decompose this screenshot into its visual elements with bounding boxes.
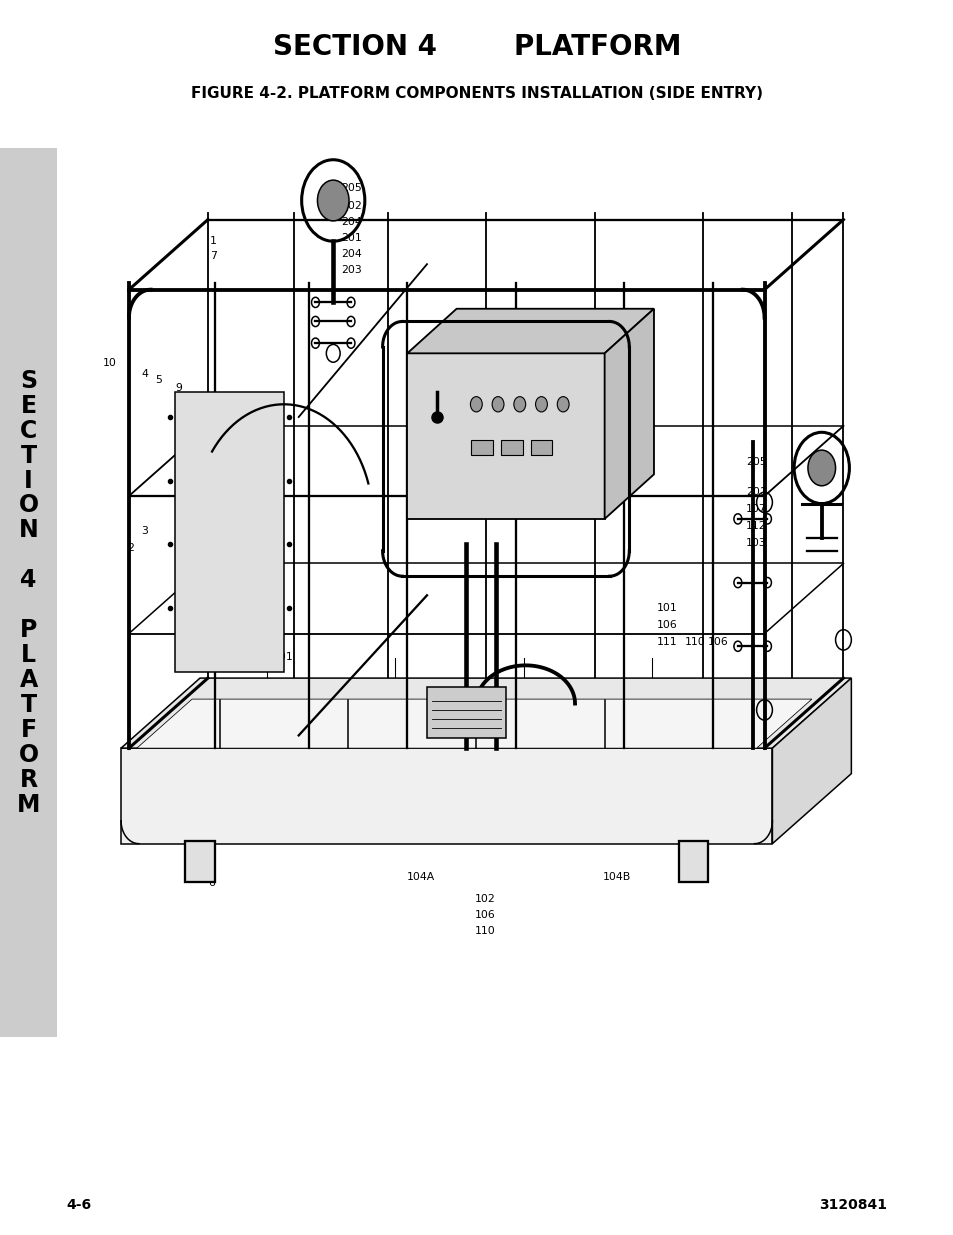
Polygon shape: [407, 353, 604, 519]
Circle shape: [492, 396, 503, 412]
Text: 110: 110: [475, 926, 496, 936]
Polygon shape: [772, 678, 850, 844]
Text: SECTION 4        PLATFORM: SECTION 4 PLATFORM: [273, 33, 680, 61]
Text: 105: 105: [570, 400, 591, 410]
Text: 201: 201: [745, 487, 766, 496]
Text: 204: 204: [341, 217, 362, 227]
Text: 6: 6: [208, 878, 214, 888]
Polygon shape: [604, 309, 654, 519]
Text: FIGURE 4-2. PLATFORM COMPONENTS INSTALLATION (SIDE ENTRY): FIGURE 4-2. PLATFORM COMPONENTS INSTALLA…: [191, 86, 762, 101]
Text: 205: 205: [745, 457, 766, 467]
Text: 106: 106: [656, 620, 677, 630]
Text: 109: 109: [562, 366, 583, 375]
Text: 1: 1: [210, 236, 216, 246]
Polygon shape: [175, 391, 284, 672]
Text: 101: 101: [656, 603, 677, 613]
Text: 3: 3: [141, 526, 148, 536]
Text: 110: 110: [684, 637, 705, 647]
Text: 104C: 104C: [419, 773, 448, 783]
Text: 107: 107: [745, 504, 766, 514]
Text: 9: 9: [243, 461, 250, 471]
Text: 104B: 104B: [602, 872, 631, 882]
Circle shape: [470, 396, 482, 412]
Text: 103: 103: [745, 538, 766, 548]
Text: 106: 106: [707, 637, 728, 647]
Circle shape: [535, 396, 547, 412]
Polygon shape: [136, 699, 811, 748]
Text: 7: 7: [210, 251, 216, 261]
Bar: [427, 687, 505, 739]
Bar: [185, 841, 214, 882]
Text: 5: 5: [155, 375, 162, 385]
Text: 113: 113: [562, 380, 583, 390]
Text: 111: 111: [656, 637, 677, 647]
Text: 301: 301: [272, 652, 293, 662]
Text: 2: 2: [127, 543, 133, 553]
Polygon shape: [121, 748, 772, 844]
Text: 205: 205: [341, 183, 362, 193]
Text: 4: 4: [141, 369, 148, 379]
Polygon shape: [121, 678, 850, 748]
Bar: [500, 440, 522, 456]
Bar: [471, 440, 493, 456]
Bar: [530, 440, 552, 456]
Text: 3120841: 3120841: [819, 1198, 886, 1213]
Text: 112: 112: [745, 521, 766, 531]
Text: S
E
C
T
I
O
N
 
4
 
P
L
A
T
F
O
R
M: S E C T I O N 4 P L A T F O R M: [17, 369, 40, 816]
Text: 106: 106: [475, 910, 496, 920]
Circle shape: [807, 450, 835, 485]
Text: 201: 201: [341, 233, 362, 243]
Bar: [678, 841, 707, 882]
Text: 108: 108: [259, 553, 280, 563]
Text: 110: 110: [416, 739, 436, 748]
Text: 4-6: 4-6: [67, 1198, 91, 1213]
Text: 203: 203: [341, 266, 362, 275]
Bar: [0, 148, 57, 1037]
Text: 102: 102: [475, 894, 496, 904]
Text: 10: 10: [103, 358, 117, 368]
Text: 101: 101: [416, 756, 436, 766]
Text: 9: 9: [175, 383, 182, 393]
Text: 8: 8: [243, 477, 250, 487]
Circle shape: [514, 396, 525, 412]
Polygon shape: [407, 309, 654, 353]
Text: 202: 202: [341, 201, 362, 211]
Circle shape: [557, 396, 569, 412]
Text: 204: 204: [341, 249, 362, 259]
Text: 104A: 104A: [406, 872, 435, 882]
Text: 104: 104: [610, 415, 631, 425]
Circle shape: [317, 180, 349, 221]
